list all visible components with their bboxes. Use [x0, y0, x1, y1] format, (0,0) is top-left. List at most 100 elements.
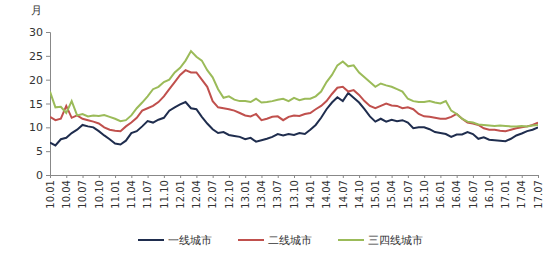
x-tick-label: 10.04: [61, 180, 72, 209]
x-tick: 10.10: [94, 175, 105, 209]
x-tick-label: 10.10: [94, 180, 105, 209]
y-tick-label: 0: [36, 169, 43, 182]
x-tick-mark: [278, 175, 279, 178]
x-tick-mark: [50, 175, 51, 178]
x-tick-mark: [424, 175, 425, 178]
y-tick: 25: [29, 50, 50, 63]
legend-label: 一线城市: [168, 234, 212, 247]
y-tick: 5: [36, 145, 50, 158]
x-tick: 16.07: [468, 175, 479, 209]
x-tick-label: 11.10: [159, 180, 170, 209]
x-tick-label: 12.04: [191, 180, 202, 209]
x-tick-mark: [180, 175, 181, 178]
x-tick: 13.10: [289, 175, 300, 209]
x-tick-mark: [261, 175, 262, 178]
x-tick-mark: [213, 175, 214, 178]
x-tick-label: 14.04: [321, 180, 332, 209]
x-tick: 14.04: [321, 175, 332, 209]
x-tick-mark: [66, 175, 67, 178]
x-tick: 12.04: [191, 175, 202, 209]
x-tick: 14.01: [305, 175, 316, 209]
y-tick-mark: [46, 80, 50, 81]
x-tick: 12.10: [224, 175, 235, 209]
y-axis-line: [46, 33, 51, 176]
y-tick: 10: [29, 121, 50, 134]
x-tick: 12.01: [175, 175, 186, 209]
x-tick: 14.07: [338, 175, 349, 209]
x-tick: 11.07: [142, 175, 153, 209]
y-tick-label: 30: [29, 26, 43, 39]
plot-area: [50, 51, 538, 145]
x-tick: 15.10: [419, 175, 430, 209]
x-tick-label: 12.10: [224, 180, 235, 209]
x-tick-label: 15.01: [370, 180, 381, 209]
x-tick-label: 14.07: [338, 180, 349, 209]
x-tick-mark: [522, 175, 523, 178]
x-tick-mark: [245, 175, 246, 178]
y-tick: 30: [29, 26, 50, 39]
y-tick-label: 20: [29, 74, 43, 87]
legend-label: 三四线城市: [368, 234, 423, 247]
x-tick-mark: [229, 175, 230, 178]
y-tick: 15: [29, 98, 50, 111]
y-tick: 20: [29, 74, 50, 87]
x-tick-mark: [473, 175, 474, 178]
x-tick-label: 12.07: [207, 180, 218, 209]
x-tick-mark: [83, 175, 84, 178]
y-tick-mark: [46, 175, 50, 176]
y-tick-label: 25: [29, 50, 43, 63]
x-tick-label: 13.10: [289, 180, 300, 209]
x-tick-mark: [148, 175, 149, 178]
x-tick-label: 14.10: [354, 180, 365, 209]
x-tick: 10.01: [45, 175, 56, 209]
x-tick-mark: [359, 175, 360, 178]
y-tick-mark: [46, 32, 50, 33]
x-tick-mark: [343, 175, 344, 178]
y-tick-label: 15: [29, 98, 43, 111]
x-tick-label: 11.07: [142, 180, 153, 209]
x-tick-mark: [196, 175, 197, 178]
legend: 一线城市二线城市三四线城市: [138, 234, 423, 247]
x-tick: 11.01: [110, 175, 121, 209]
legend-item: 一线城市: [138, 234, 212, 247]
x-tick-mark: [408, 175, 409, 178]
x-tick: 15.04: [386, 175, 397, 209]
x-tick: 12.07: [207, 175, 218, 209]
x-tick: 16.04: [451, 175, 462, 209]
y-tick-label: 10: [29, 121, 43, 134]
x-tick-label: 11.01: [110, 180, 121, 209]
x-tick: 11.04: [126, 175, 137, 209]
y-axis: 0 5 10 15 20 25 30: [29, 26, 51, 182]
x-tick-mark: [294, 175, 295, 178]
x-tick-mark: [115, 175, 116, 178]
x-tick: 16.01: [435, 175, 446, 209]
x-tick-mark: [440, 175, 441, 178]
x-tick-label: 17.01: [500, 180, 511, 209]
x-tick-mark: [99, 175, 100, 178]
x-tick-label: 17.04: [516, 180, 527, 209]
legend-swatch: [238, 239, 264, 241]
x-tick-mark: [131, 175, 132, 178]
y-tick-mark: [46, 151, 50, 152]
x-tick-mark: [392, 175, 393, 178]
y-tick-mark: [46, 127, 50, 128]
x-tick-label: 16.10: [484, 180, 495, 209]
x-tick-mark: [538, 175, 539, 178]
x-tick-mark: [505, 175, 506, 178]
legend-swatch: [138, 239, 164, 241]
x-tick: 10.04: [61, 175, 72, 209]
x-tick: 15.07: [403, 175, 414, 209]
x-tick-mark: [457, 175, 458, 178]
x-tick: 17.04: [516, 175, 527, 209]
chart: 051015202530月10.0110.0410.0710.1011.0111…: [0, 0, 550, 256]
x-tick-mark: [327, 175, 328, 178]
series-line: [50, 70, 538, 131]
x-tick-mark: [489, 175, 490, 178]
x-tick: 13.07: [272, 175, 283, 209]
x-tick: 15.01: [370, 175, 381, 209]
x-tick-label: 16.01: [435, 180, 446, 209]
x-tick-label: 10.07: [77, 180, 88, 209]
x-axis-line: [51, 176, 539, 179]
x-tick-label: 15.07: [403, 180, 414, 209]
y-tick-label: 5: [36, 145, 43, 158]
